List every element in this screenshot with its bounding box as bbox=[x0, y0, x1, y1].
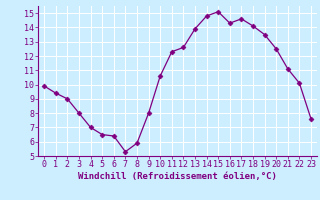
X-axis label: Windchill (Refroidissement éolien,°C): Windchill (Refroidissement éolien,°C) bbox=[78, 172, 277, 181]
